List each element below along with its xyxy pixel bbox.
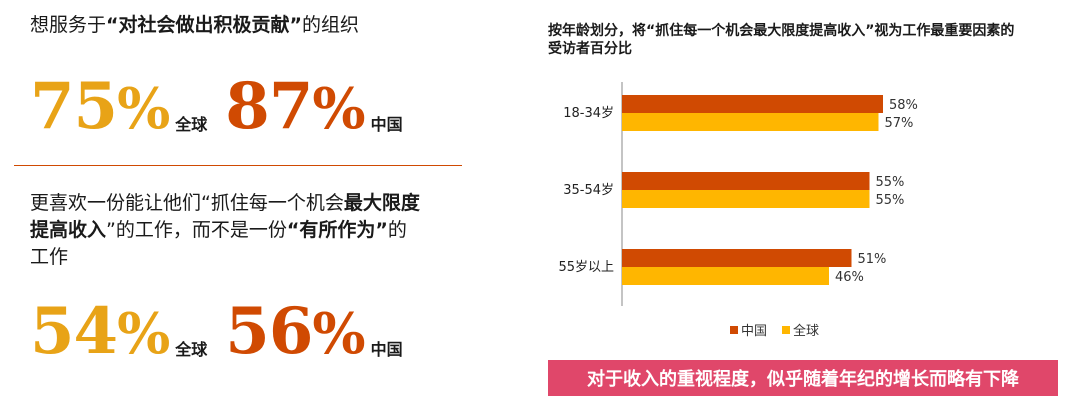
heading-text: 想服务于 — [30, 14, 107, 36]
bar-china — [622, 172, 870, 190]
heading-text: 的 — [387, 219, 407, 241]
data-label: 58% — [889, 98, 918, 113]
data-label: 55% — [876, 193, 905, 208]
heading-text: 的组织 — [302, 14, 360, 36]
stats-panel: 想服务于“对社会做出积极贡献”的组织 75% 全球 87% 中国 更喜欢一份能让… — [0, 0, 470, 412]
data-label: 46% — [835, 270, 864, 285]
legend-swatch — [782, 326, 790, 334]
bar-china — [622, 249, 852, 267]
legend-swatch — [730, 326, 738, 334]
heading-emphasis: “对社会做出积极贡献” — [106, 14, 302, 36]
bar-china — [622, 95, 883, 113]
stat-row-social: 75% 全球 87% 中国 — [30, 69, 421, 144]
data-label: 55% — [876, 175, 905, 190]
legend-label: 全球 — [793, 323, 819, 339]
heading-maximize-income: 更喜欢一份能让他们“抓住每一个机会最大限度 提高收入”的工作，而不是一份“有所作… — [30, 190, 460, 271]
stat-global-value: 54% — [30, 294, 170, 369]
data-label: 51% — [858, 252, 887, 267]
bar-global — [622, 113, 879, 131]
bar-global — [622, 190, 870, 208]
bar-global — [622, 267, 829, 285]
bar-chart: 18-34岁 58% 57% 35-54岁 55% 55% 55岁以上 51% 46% 中国 全球 — [558, 82, 918, 339]
data-label: 57% — [885, 116, 914, 131]
conclusion-banner: 对于收入的重视程度，似乎随着年纪的增长而略有下降 — [548, 360, 1058, 396]
heading-text: ”的工作，而不是一份 — [106, 219, 287, 241]
heading-emphasis: 最大限度 — [343, 192, 420, 214]
chart-title: 按年龄划分，将“抓住每一个机会最大限度提高收入”视为工作最重要因素的受访者百分比 — [548, 23, 1015, 57]
stat-china-value: 87% — [225, 69, 365, 144]
category-tick-label: 18-34岁 — [563, 106, 614, 121]
stat-china-value: 56% — [225, 294, 365, 369]
heading-text: 更喜欢一份能让他们“抓住每一个机会 — [30, 192, 344, 214]
divider — [14, 165, 462, 166]
heading-social-contribution: 想服务于“对社会做出积极贡献”的组织 — [30, 12, 359, 39]
stat-china-label: 中国 — [370, 115, 403, 134]
stat-row-income: 54% 全球 56% 中国 — [30, 294, 421, 369]
legend-label: 中国 — [741, 324, 767, 339]
heading-emphasis: “有所作为” — [286, 219, 388, 241]
stat-china-label: 中国 — [370, 340, 403, 359]
category-tick-label: 55岁以上 — [558, 260, 614, 275]
stat-global-label: 全球 — [175, 340, 208, 359]
stat-global-label: 全球 — [175, 115, 208, 134]
heading-emphasis: 提高收入 — [30, 219, 107, 241]
chart-panel: 按年龄划分，将“抓住每一个机会最大限度提高收入”视为工作最重要因素的受访者百分比… — [530, 0, 1080, 412]
stat-global-value: 75% — [30, 69, 170, 144]
category-tick-label: 35-54岁 — [563, 183, 614, 198]
heading-text: 工作 — [30, 246, 69, 268]
